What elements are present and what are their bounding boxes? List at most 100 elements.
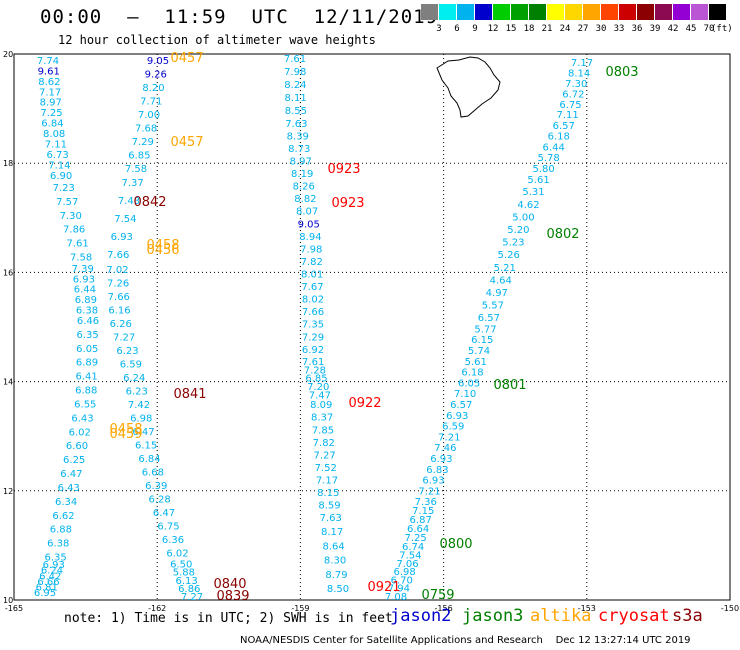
swh-reading: 6.81 — [36, 582, 58, 593]
swh-reading: 6.93 — [43, 560, 65, 571]
swh-reading: 7.98 — [300, 244, 322, 255]
swh-reading: 6.87 — [410, 515, 432, 526]
swh-reading: 6.47 — [60, 469, 82, 480]
swh-reading: 6.36 — [162, 535, 184, 546]
legend-jason3: jason3 — [462, 606, 524, 626]
scale-label: 45 — [685, 24, 697, 34]
footnote: note: 1) Time is in UTC; 2) SWH is in fe… — [64, 611, 393, 626]
swh-reading: 6.75 — [157, 522, 179, 533]
swh-reading: 6.95 — [34, 588, 56, 599]
swh-reading: 5.21 — [494, 263, 516, 274]
swh-reading: 6.98 — [130, 414, 152, 425]
swh-reading: 8.37 — [311, 413, 333, 424]
swh-reading: 7.23 — [53, 183, 75, 194]
swh-reading: 7.17 — [316, 476, 338, 487]
scale-label: 21 — [541, 24, 553, 34]
swh-reading: 6.42 — [39, 571, 61, 582]
swh-reading: 6.39 — [145, 481, 167, 492]
scale-label: 15 — [505, 24, 517, 34]
swh-reading: 8.97 — [40, 98, 62, 109]
swh-reading: 8.94 — [299, 232, 321, 243]
swh-reading: 7.61 — [284, 54, 306, 65]
swh-reading: 6.25 — [63, 455, 85, 466]
swh-reading: 8.09 — [310, 400, 332, 411]
swh-reading: 5.00 — [512, 212, 534, 223]
swh-reading: 6.44 — [543, 142, 565, 153]
scale-swatch — [421, 4, 438, 20]
swh-reading: 5.20 — [507, 225, 529, 236]
latitude-tick-label: 16 — [3, 268, 13, 277]
longitude-tick-label: -150 — [721, 604, 739, 613]
swh-reading: 8.64 — [322, 541, 344, 552]
swh-reading: 7.63 — [320, 513, 342, 524]
swh-reading: 5.78 — [538, 153, 560, 164]
swh-reading: 7.14 — [48, 160, 70, 171]
swh-reading: 6.55 — [74, 399, 96, 410]
legend-jason2: jason2 — [390, 606, 452, 626]
latitude-tick-label: 14 — [3, 378, 13, 387]
swh-reading: 6.70 — [391, 575, 413, 586]
scale-label: 70 — [703, 24, 715, 34]
swh-reading: 6.84 — [41, 119, 63, 130]
swh-reading: 9.61 — [38, 66, 60, 77]
swh-reading: 5.80 — [532, 164, 554, 175]
longitude-tick-label: -156 — [435, 604, 453, 613]
swh-reading: 7.17 — [571, 58, 593, 69]
swh-reading: 7.43 — [118, 196, 140, 207]
swh-reading: 7.15 — [412, 506, 434, 517]
pass-time-label: 0759 — [421, 588, 454, 603]
swh-reading: 7.11 — [45, 139, 67, 150]
swh-reading: 6.05 — [76, 344, 98, 355]
swh-reading: 5.77 — [474, 324, 496, 335]
scale-label: 12 — [487, 24, 499, 34]
map-title: 00:00 – 11:59 UTC 12/11/2019 — [40, 6, 439, 28]
swh-reading: 6.18 — [548, 132, 570, 143]
swh-reading: 6.47 — [132, 427, 154, 438]
scale-swatch — [673, 4, 690, 20]
swh-reading: 5.61 — [465, 357, 487, 368]
legend-cryosat: cryosat — [598, 606, 670, 626]
swh-reading: 8.24 — [284, 80, 306, 91]
swh-reading: 7.17 — [39, 87, 61, 98]
longitude-tick-labels: -165 -162 -159 -156 -153 -150 — [5, 604, 739, 613]
swh-reading: 8.26 — [293, 182, 315, 193]
swh-reading: 8.20 — [142, 83, 164, 94]
swh-reading: 7.26 — [107, 279, 129, 290]
swh-reading: 7.30 — [60, 211, 82, 222]
swh-reading: 6.34 — [55, 497, 77, 508]
pass-time-label: 0923 — [331, 196, 364, 211]
satellite-pass-times: 0457045709230923084204580456084109220458… — [109, 51, 638, 604]
scale-swatch — [457, 4, 474, 20]
swh-reading: 6.26 — [110, 319, 132, 330]
swh-reading: 7.10 — [454, 389, 476, 400]
pass-time-label: 0922 — [348, 396, 381, 411]
swh-reading: 7.02 — [106, 265, 128, 276]
pass-time-label: 0923 — [327, 162, 360, 177]
pass-time-label: 0839 — [216, 589, 249, 604]
swh-reading: 7.94 — [388, 584, 410, 595]
swh-reading: 6.15 — [471, 335, 493, 346]
scale-swatch — [475, 4, 492, 20]
pass-time-label: 0801 — [493, 378, 526, 393]
swh-reading: 7.82 — [301, 257, 323, 268]
pass-time-label: 0921 — [367, 580, 400, 595]
scale-swatch — [565, 4, 582, 20]
swh-reading: 6.05 — [458, 378, 480, 389]
swh-reading: 6.02 — [166, 549, 188, 560]
swh-reading: 8.97 — [290, 156, 312, 167]
swh-reading: 8.01 — [301, 269, 323, 280]
swh-reading: 7.63 — [285, 119, 307, 130]
swh-reading: 8.55 — [285, 106, 307, 117]
swh-reading: 5.31 — [522, 187, 544, 198]
longitude-tick-label: -165 — [5, 604, 23, 613]
scale-swatch — [583, 4, 600, 20]
swh-reading: 7.06 — [396, 559, 418, 570]
swh-reading: 6.18 — [461, 368, 483, 379]
swh-reading: 7.25 — [40, 108, 62, 119]
swh-reading: 8.50 — [327, 584, 349, 595]
swh-reading: 6.60 — [66, 441, 88, 452]
swh-reading: 6.38 — [47, 539, 69, 550]
pass-time-label: 0457 — [170, 135, 203, 150]
swh-reading: 5.57 — [482, 301, 504, 312]
swh-reading: 6.41 — [75, 372, 97, 383]
